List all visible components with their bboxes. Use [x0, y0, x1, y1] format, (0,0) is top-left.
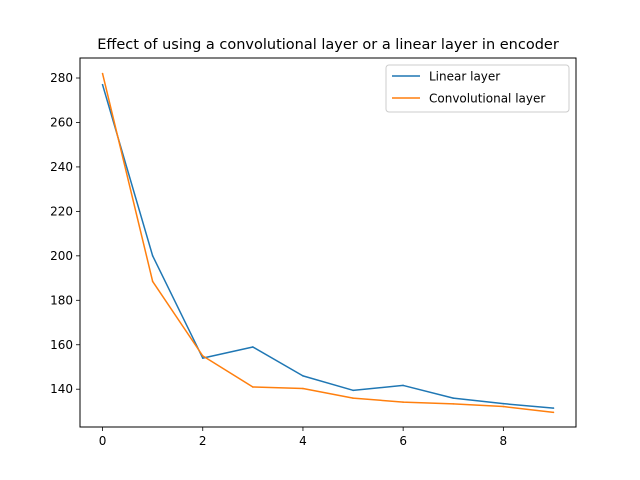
data-point	[352, 389, 354, 392]
y-tick-label: 220	[50, 204, 73, 218]
data-point	[101, 72, 104, 75]
x-tick-label: 2	[199, 434, 207, 448]
plot-frame	[79, 57, 577, 428]
data-point	[452, 403, 455, 405]
x-tick-label: 4	[299, 434, 307, 448]
data-point	[101, 83, 104, 86]
data-point	[552, 407, 555, 409]
plot-area: 0 2 4 6 8 140 160 180 200 220 240 260 280	[50, 71, 555, 448]
y-tick-label: 140	[50, 382, 73, 396]
data-point	[201, 357, 204, 359]
y-tick-label: 260	[50, 115, 73, 129]
data-point	[402, 401, 404, 403]
series-line-1	[101, 73, 554, 414]
y-tick-label: 160	[50, 338, 73, 352]
data-point	[302, 375, 304, 377]
data-point	[201, 355, 204, 357]
data-point	[302, 387, 304, 390]
series-line-0	[101, 84, 554, 409]
data-point	[502, 402, 505, 405]
data-point	[151, 255, 154, 257]
legend-label-convolutional: Convolutional layer	[429, 92, 545, 106]
data-point	[252, 386, 254, 388]
data-point	[352, 397, 354, 399]
data-point	[151, 280, 154, 283]
y-tick-label: 280	[50, 71, 73, 85]
data-point	[252, 346, 254, 348]
data-point	[502, 405, 505, 408]
x-tick-label: 0	[99, 434, 107, 448]
x-tick-label: 8	[500, 434, 508, 448]
data-point	[452, 397, 455, 399]
y-tick-label: 180	[50, 293, 73, 307]
legend: Linear layer Convolutional layer	[385, 64, 570, 113]
x-tick-label: 6	[399, 434, 407, 448]
data-point	[552, 411, 555, 414]
legend-label-linear: Linear layer	[429, 70, 500, 84]
legend-box	[385, 64, 570, 113]
data-point	[402, 384, 404, 387]
y-tick-label: 240	[50, 160, 73, 174]
y-tick-label: 200	[50, 249, 73, 263]
chart-title: Effect of using a convolutional layer or…	[97, 37, 559, 53]
